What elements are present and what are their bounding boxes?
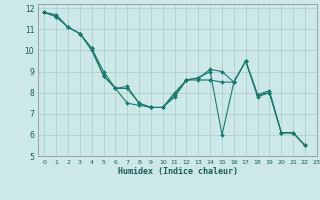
X-axis label: Humidex (Indice chaleur): Humidex (Indice chaleur): [118, 167, 238, 176]
